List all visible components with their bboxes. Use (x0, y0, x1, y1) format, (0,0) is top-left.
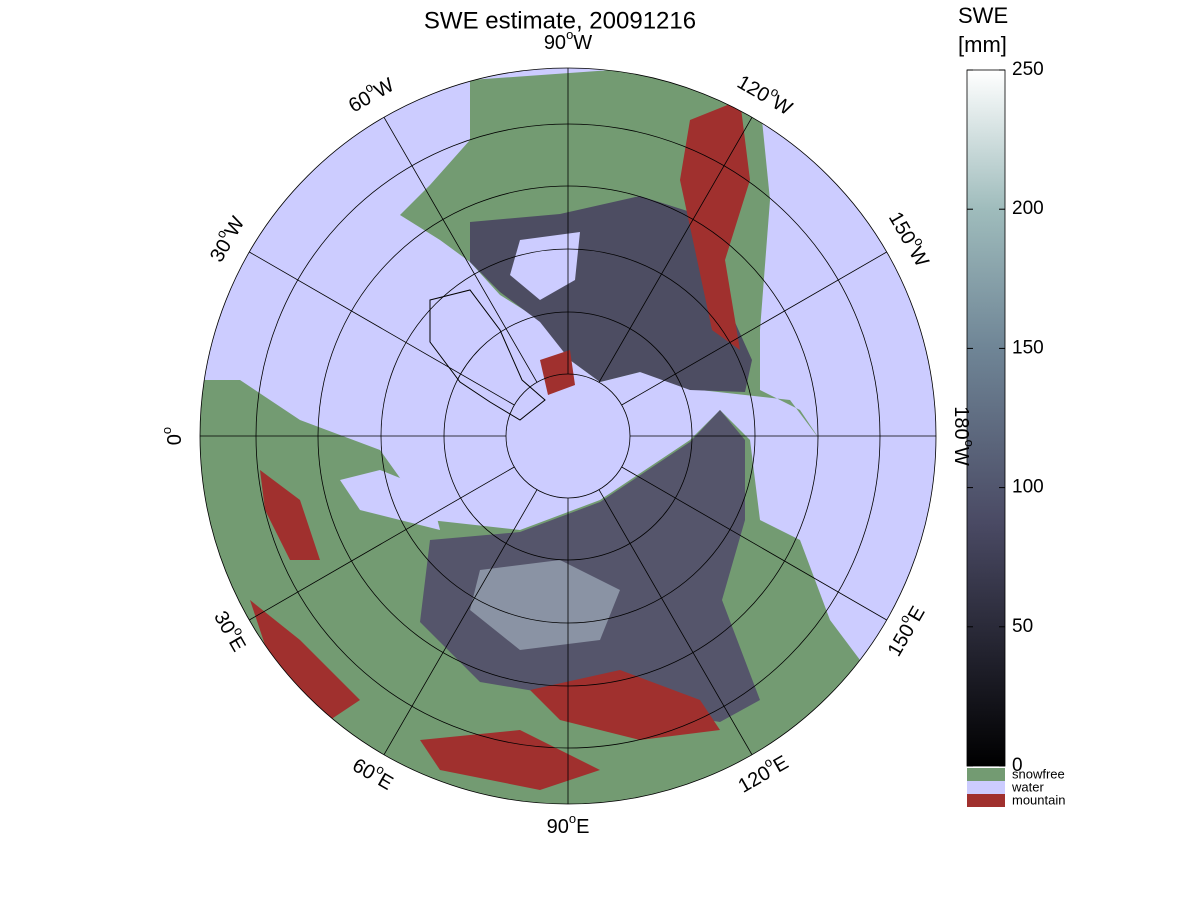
colorbar-label: SWE (958, 3, 1008, 28)
longitude-number: 120 (733, 71, 773, 107)
longitude-number: 30 (206, 236, 236, 266)
longitude-number: 150 (884, 621, 920, 661)
longitude-hemisphere: E (224, 633, 250, 656)
longitude-hemisphere: W (904, 244, 933, 271)
legend-label: mountain (1012, 792, 1065, 807)
longitude-label: 0o (159, 427, 186, 445)
map-title: SWE estimate, 20091216 (424, 7, 696, 34)
legend-label: snowfree (1012, 766, 1065, 781)
longitude-hemisphere: E (576, 816, 589, 838)
map-disk (200, 68, 936, 804)
longitude-label: 30oW (202, 211, 249, 266)
mountain-regions (250, 100, 750, 790)
meridian (621, 466, 887, 621)
legend-swatch (967, 794, 1005, 807)
colorbar-tick-label: 200 (1012, 198, 1044, 219)
longitude-number: 180 (950, 406, 972, 439)
meridian (383, 117, 538, 383)
colorbar-tick-label: 0 (1012, 755, 1023, 776)
degree-symbol: o (159, 427, 174, 434)
meridian (598, 489, 753, 755)
longitude-hemisphere: W (371, 74, 398, 103)
colorbar (966, 69, 1006, 767)
meridian (598, 117, 753, 383)
longitude-label: 180oW (950, 406, 977, 466)
graticule (199, 67, 937, 805)
longitude-number: 60 (348, 755, 378, 785)
meridian (621, 251, 887, 406)
degree-symbol: o (569, 811, 576, 826)
longitude-number: 90 (544, 32, 566, 54)
colorbar-tick-label: 250 (1012, 59, 1044, 80)
greenland (429, 289, 546, 421)
degree-symbol: o (566, 27, 573, 42)
meridian (383, 489, 538, 755)
eurasia-snow (420, 410, 760, 722)
degree-symbol: o (962, 440, 977, 447)
colorbar-label: [mm] (958, 32, 1007, 57)
colorbar-tick-label: 150 (1012, 337, 1044, 358)
meridian (249, 251, 515, 406)
longitude-hemisphere: E (770, 752, 793, 778)
longitude-label: 90oE (547, 811, 590, 838)
longitude-hemisphere: W (573, 32, 592, 54)
longitude-number: 0 (164, 434, 186, 445)
siberia-deep-snow (470, 560, 620, 650)
legend-label: water (1011, 779, 1044, 794)
colorbar-tick-label: 50 (1012, 616, 1033, 637)
colorbar-tick-label: 100 (1012, 477, 1044, 498)
longitude-number: 90 (547, 816, 569, 838)
legend-swatch (967, 781, 1005, 794)
longitude-label: 60oW (343, 70, 398, 117)
baltic-sea (340, 470, 440, 530)
longitude-hemisphere: W (950, 447, 972, 466)
longitude-label: 90oW (544, 27, 592, 54)
legend-swatch (967, 768, 1005, 781)
meridian (249, 466, 515, 621)
